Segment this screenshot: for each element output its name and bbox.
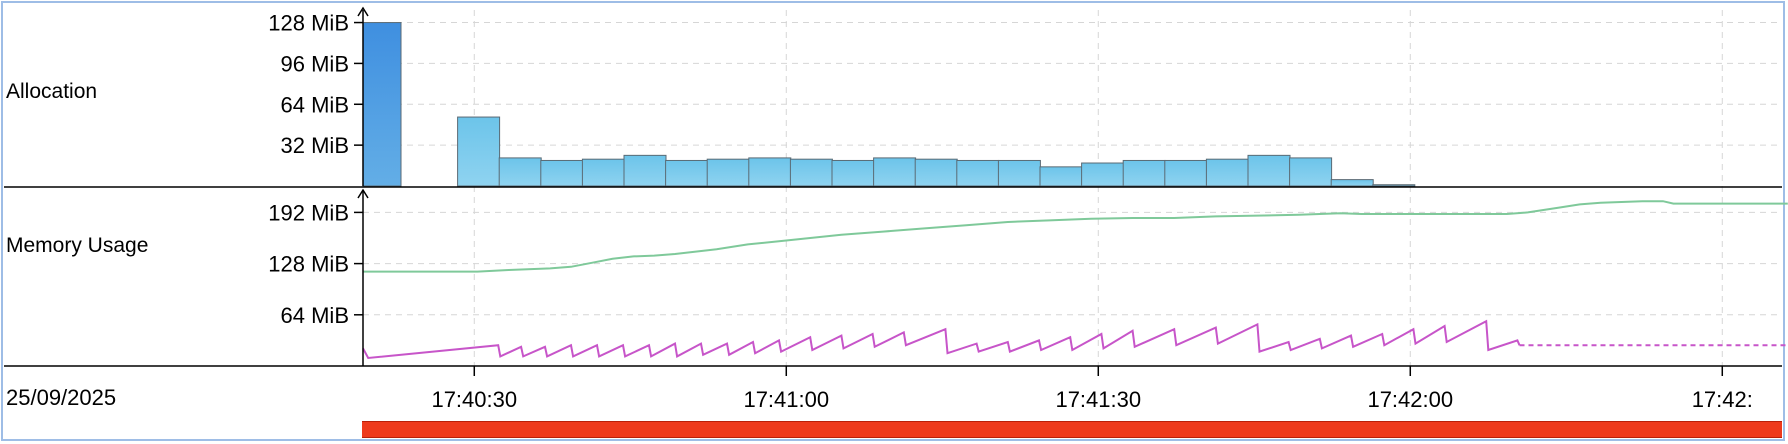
allocation-bar <box>1039 166 1083 187</box>
allocation-bar <box>956 159 1000 187</box>
allocation-bar <box>1081 162 1125 187</box>
allocation-bar <box>457 116 501 187</box>
allocation-bar <box>873 157 917 187</box>
allocation-bar <box>1164 159 1208 187</box>
allocation-bar <box>748 157 792 187</box>
used-heap-line <box>362 319 1521 360</box>
allocation-axis-arrow <box>357 6 369 17</box>
memory-usage-row-label: Memory Usage <box>6 234 149 257</box>
allocation-bar <box>831 159 875 187</box>
allocation-bar <box>1289 157 1333 187</box>
memory-axis-arrow <box>357 188 369 199</box>
time-tick-label: 17:42: <box>1692 387 1753 412</box>
allocation-y-tick-label: 128 MiB <box>268 11 349 36</box>
allocation-bar <box>1372 184 1416 187</box>
time-tick-label: 17:40:30 <box>431 387 517 412</box>
allocation-bar <box>706 158 750 187</box>
time-tick-label: 17:41:30 <box>1055 387 1141 412</box>
allocation-bar <box>997 159 1041 187</box>
allocation-bar <box>1330 179 1374 187</box>
allocation-bar <box>362 22 402 187</box>
memory-y-tick-label: 64 MiB <box>281 303 349 328</box>
date-label: 25/09/2025 <box>6 385 117 410</box>
allocation-bar <box>914 158 958 187</box>
time-tick-label: 17:42:00 <box>1367 387 1453 412</box>
allocation-bar <box>1247 154 1291 187</box>
allocation-y-tick-label: 64 MiB <box>281 92 349 117</box>
allocation-y-tick-label: 32 MiB <box>281 133 349 158</box>
allocation-bar <box>1122 159 1166 187</box>
timeline-range-bar[interactable] <box>362 421 1782 438</box>
allocation-y-tick-label: 96 MiB <box>281 51 349 76</box>
allocation-bar <box>1205 158 1249 187</box>
allocation-bar <box>498 157 542 187</box>
committed-memory-line <box>363 200 1788 273</box>
allocation-row-label: Allocation <box>6 80 98 103</box>
time-tick-label: 17:41:00 <box>743 387 829 412</box>
memory-y-tick-label: 128 MiB <box>268 252 349 277</box>
allocation-bar <box>665 159 709 187</box>
allocation-bar <box>789 158 833 187</box>
allocation-bar <box>581 158 625 187</box>
allocation-bar <box>540 159 584 187</box>
allocation-bar <box>623 154 667 187</box>
memory-y-tick-label: 192 MiB <box>268 200 349 225</box>
